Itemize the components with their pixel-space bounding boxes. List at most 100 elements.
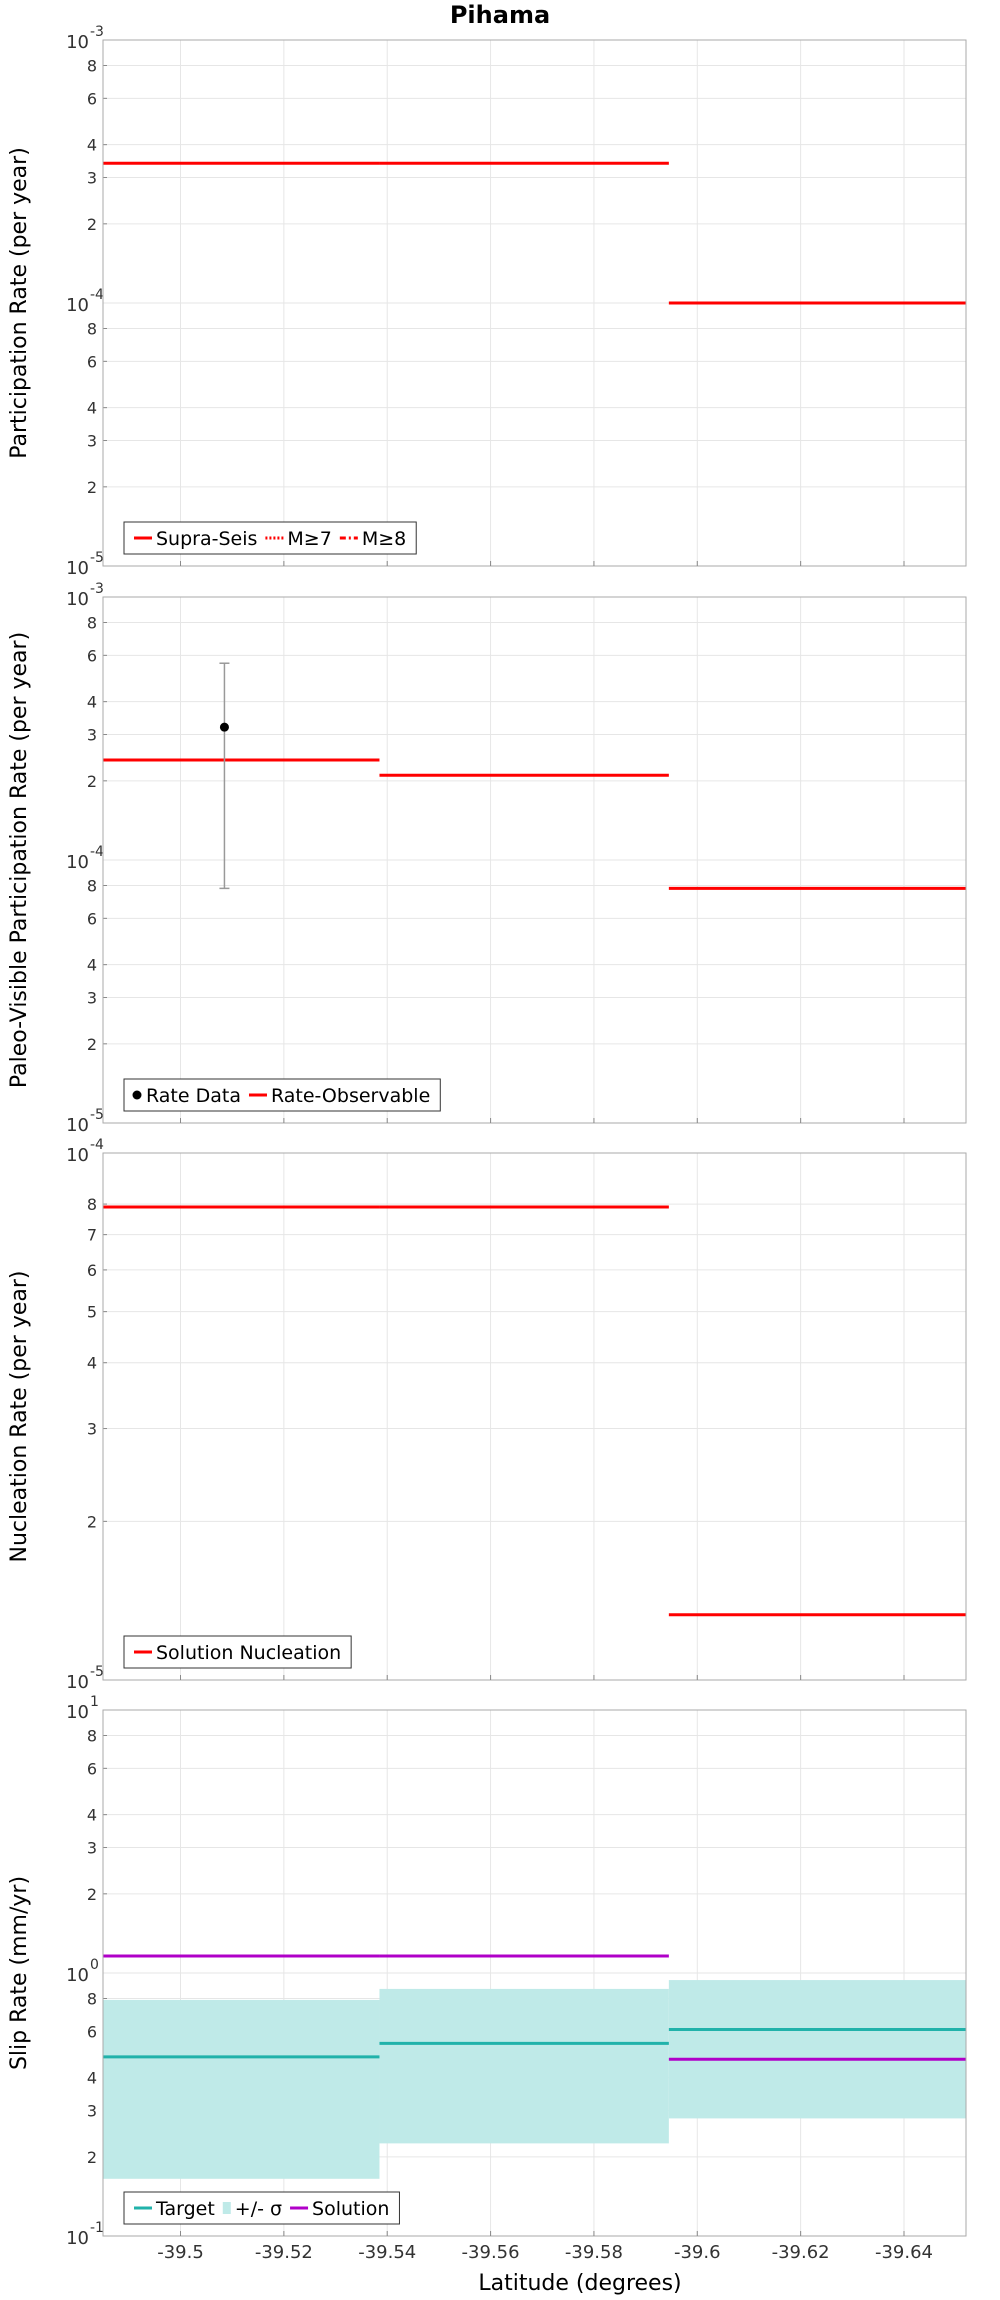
y-axis-label: Slip Rate (mm/yr) xyxy=(7,1876,32,2070)
y-decade-exponent: -5 xyxy=(90,550,104,566)
x-tick-label: -39.56 xyxy=(462,2242,520,2263)
legend: Target +/- σ Solution xyxy=(123,2191,400,2225)
legend-entry: Rate Data xyxy=(146,1085,241,1107)
y-decade-label: 10 xyxy=(66,1965,89,1986)
y-decade-exponent: -4 xyxy=(90,287,104,303)
y-tick-label: 6 xyxy=(87,1759,97,1778)
y-decade-exponent: 1 xyxy=(90,1694,99,1710)
x-axis-label: Latitude (degrees) xyxy=(478,2271,681,2296)
legend-entry: Supra-Seis xyxy=(156,528,257,550)
y-tick-label: 2 xyxy=(87,1512,97,1531)
y-tick-label: 4 xyxy=(87,2069,97,2088)
y-tick-label: 5 xyxy=(87,1303,97,1322)
plot-frame xyxy=(102,596,967,1124)
y-tick-label: 8 xyxy=(87,319,97,338)
x-tick-label: -39.6 xyxy=(674,2242,721,2263)
y-tick-label: 2 xyxy=(87,478,97,497)
y-tick-label: 4 xyxy=(87,136,97,155)
x-tick-label: -39.54 xyxy=(358,2242,416,2263)
y-decade-exponent: -5 xyxy=(90,1664,104,1680)
y-tick-label: 3 xyxy=(87,1839,97,1858)
legend: Supra-Seis M≥7 M≥8 xyxy=(123,521,417,555)
y-tick-label: 2 xyxy=(87,2148,97,2167)
x-tick-label: -39.62 xyxy=(772,2242,830,2263)
y-tick-label: 6 xyxy=(87,909,97,928)
y-decade-label: 10 xyxy=(66,2228,89,2249)
y-tick-label: 2 xyxy=(87,215,97,234)
y-tick-label: 4 xyxy=(87,399,97,418)
y-decade-label: 10 xyxy=(66,1145,89,1166)
sigma-band xyxy=(379,1988,669,2144)
y-decade-label: 10 xyxy=(66,589,89,610)
y-tick-label: 8 xyxy=(87,1195,97,1214)
y-tick-label: 6 xyxy=(87,1261,97,1280)
y-decade-label: 10 xyxy=(66,1672,89,1693)
y-tick-label: 4 xyxy=(87,1354,97,1373)
y-tick-label: 6 xyxy=(87,89,97,108)
y-tick-label: 3 xyxy=(87,432,97,451)
y-decade-exponent: -4 xyxy=(90,1137,104,1153)
y-tick-label: 2 xyxy=(87,1885,97,1904)
plot-frame xyxy=(102,1709,967,2237)
y-decade-label: 10 xyxy=(66,558,89,579)
legend-entry: +/- σ xyxy=(235,2198,282,2220)
data-point xyxy=(219,722,229,732)
y-axis-label: Nucleation Rate (per year) xyxy=(7,1271,32,1563)
y-decade-exponent: -3 xyxy=(90,581,104,597)
y-tick-label: 2 xyxy=(87,1035,97,1054)
y-decade-exponent: -3 xyxy=(90,24,104,40)
y-tick-label: 8 xyxy=(87,56,97,75)
y-tick-label: 6 xyxy=(87,646,97,665)
y-decade-label: 10 xyxy=(66,1702,89,1723)
sigma-band xyxy=(668,1980,966,2119)
y-decade-exponent: -4 xyxy=(90,844,104,860)
plot-frame xyxy=(102,39,967,567)
y-tick-label: 3 xyxy=(87,169,97,188)
y-decade-exponent: 0 xyxy=(90,1957,99,1973)
y-tick-label: 8 xyxy=(87,1726,97,1745)
legend-entry: Rate-Observable xyxy=(271,1085,430,1107)
x-tick-label: -39.58 xyxy=(565,2242,623,2263)
legend-entry: M≥8 xyxy=(362,528,406,550)
y-tick-label: 8 xyxy=(87,876,97,895)
y-tick-label: 8 xyxy=(87,613,97,632)
y-tick-label: 2 xyxy=(87,772,97,791)
y-axis-label: Participation Rate (per year) xyxy=(7,147,32,459)
y-decade-label: 10 xyxy=(66,852,89,873)
legend-symbol xyxy=(132,1090,142,1100)
legend: Rate Data Rate-Observable xyxy=(123,1078,441,1112)
y-decade-label: 10 xyxy=(66,32,89,53)
y-tick-label: 3 xyxy=(87,989,97,1008)
legend-entry: M≥7 xyxy=(287,528,331,550)
y-decade-label: 10 xyxy=(66,1115,89,1136)
y-tick-label: 8 xyxy=(87,1989,97,2008)
y-tick-label: 3 xyxy=(87,2102,97,2121)
legend: Solution Nucleation xyxy=(123,1635,352,1669)
y-axis-label: Paleo-Visible Participation Rate (per ye… xyxy=(7,632,32,1088)
y-tick-label: 6 xyxy=(87,2022,97,2041)
legend-box xyxy=(123,1078,441,1112)
y-tick-label: 3 xyxy=(87,726,97,745)
y-tick-label: 7 xyxy=(87,1226,97,1245)
plot-frame xyxy=(102,1152,967,1681)
y-decade-exponent: -5 xyxy=(90,1107,104,1123)
y-tick-label: 4 xyxy=(87,1806,97,1825)
legend-symbol xyxy=(222,2202,231,2214)
y-tick-label: 4 xyxy=(87,693,97,712)
legend-entry: Solution Nucleation xyxy=(156,1642,341,1664)
y-tick-label: 3 xyxy=(87,1420,97,1439)
sigma-band xyxy=(103,1999,380,2179)
x-tick-label: -39.5 xyxy=(157,2242,204,2263)
y-decade-exponent: -1 xyxy=(90,2220,104,2236)
y-tick-label: 4 xyxy=(87,956,97,975)
y-tick-label: 6 xyxy=(87,352,97,371)
x-tick-label: -39.64 xyxy=(875,2242,933,2263)
x-tick-label: -39.52 xyxy=(255,2242,313,2263)
legend-entry: Solution xyxy=(312,2198,389,2220)
y-decade-label: 10 xyxy=(66,295,89,316)
